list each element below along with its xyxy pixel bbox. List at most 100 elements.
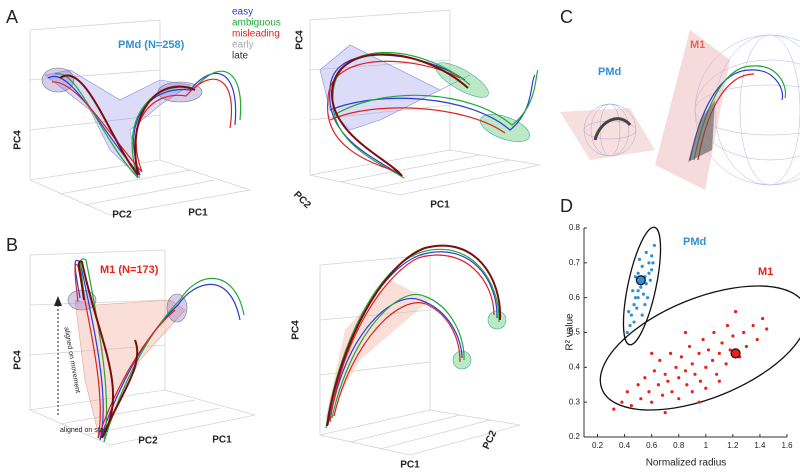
point bbox=[666, 379, 670, 383]
x-axis-label: Normalized radius bbox=[646, 458, 727, 469]
legend-entry: easy bbox=[232, 7, 253, 18]
trajectory bbox=[80, 258, 245, 443]
axis-label: PC1 bbox=[188, 208, 208, 219]
point bbox=[647, 261, 651, 265]
sphere-large bbox=[694, 34, 800, 186]
point bbox=[651, 261, 655, 265]
point bbox=[717, 351, 721, 355]
point bbox=[715, 372, 719, 376]
point bbox=[725, 323, 730, 328]
point bbox=[697, 351, 701, 355]
point bbox=[644, 250, 648, 254]
point bbox=[647, 271, 651, 275]
point bbox=[765, 327, 769, 331]
x-tick-label: 0.6 bbox=[646, 441, 658, 450]
cluster bbox=[479, 114, 531, 142]
x-tick-label: 1 bbox=[704, 441, 709, 450]
y-tick-label: 0.2 bbox=[569, 432, 581, 441]
point bbox=[755, 337, 759, 342]
axis-label: PC1 bbox=[400, 460, 420, 471]
y-tick-label: 0.6 bbox=[569, 293, 581, 302]
point bbox=[629, 313, 633, 317]
point bbox=[683, 330, 688, 335]
point bbox=[658, 358, 662, 362]
point bbox=[625, 330, 629, 335]
point bbox=[632, 303, 636, 307]
point bbox=[697, 400, 701, 404]
box-b-right bbox=[319, 254, 521, 456]
point bbox=[625, 390, 629, 394]
axis-label: PC1 bbox=[430, 200, 450, 211]
point bbox=[612, 407, 616, 411]
point bbox=[706, 348, 711, 352]
point bbox=[701, 337, 705, 342]
point bbox=[650, 400, 654, 404]
axis-label: PC1 bbox=[212, 435, 232, 446]
point bbox=[631, 289, 635, 293]
point bbox=[690, 390, 694, 394]
legend-entry: early bbox=[232, 40, 254, 51]
point bbox=[731, 334, 735, 338]
plane bbox=[655, 30, 730, 190]
point bbox=[633, 275, 638, 279]
panel-title: PMd (N=258) bbox=[118, 39, 185, 51]
axis-label: PC2 bbox=[481, 429, 499, 452]
legend-entry: ambiguous bbox=[232, 18, 281, 29]
point bbox=[648, 278, 652, 282]
trajectory bbox=[332, 52, 539, 179]
trajectory bbox=[327, 60, 506, 173]
legend-entry: misleading bbox=[232, 29, 280, 40]
point bbox=[751, 323, 755, 328]
point bbox=[639, 285, 643, 289]
sphere-label: PMd bbox=[598, 66, 621, 78]
point bbox=[636, 296, 640, 300]
highlight-point bbox=[635, 275, 646, 286]
point bbox=[635, 306, 639, 310]
point bbox=[656, 383, 661, 387]
panel-label: B bbox=[6, 235, 18, 255]
cluster-ellipse bbox=[599, 285, 800, 411]
legend-entry: late bbox=[232, 51, 249, 62]
trajectory bbox=[77, 260, 139, 439]
x-tick-label: 0.2 bbox=[592, 441, 604, 450]
point bbox=[644, 282, 648, 286]
point bbox=[761, 316, 765, 321]
point bbox=[636, 383, 640, 387]
hull bbox=[319, 44, 471, 131]
point bbox=[679, 355, 684, 359]
trajectory bbox=[54, 70, 242, 179]
point bbox=[652, 369, 656, 373]
point bbox=[647, 390, 651, 394]
point bbox=[710, 358, 715, 362]
box-a-left bbox=[29, 19, 251, 216]
series-label: PMd bbox=[683, 236, 706, 248]
trajectory bbox=[330, 53, 469, 177]
point bbox=[704, 365, 708, 369]
x-tick-label: 1.4 bbox=[754, 441, 766, 450]
hull bbox=[325, 280, 430, 420]
point bbox=[720, 341, 724, 345]
point bbox=[650, 254, 654, 258]
point bbox=[660, 393, 665, 397]
x-tick-label: 0.4 bbox=[619, 441, 631, 450]
y-tick-label: 0.5 bbox=[569, 328, 581, 337]
point bbox=[728, 348, 732, 352]
x-tick-label: 1.2 bbox=[727, 441, 739, 450]
point bbox=[640, 264, 644, 268]
point bbox=[627, 310, 631, 314]
y-tick-label: 0.4 bbox=[569, 362, 581, 371]
trajectory-bundle bbox=[593, 117, 632, 141]
axis-label: PC2 bbox=[291, 189, 313, 211]
point bbox=[643, 303, 647, 307]
annotation: aligned on movement bbox=[62, 326, 81, 393]
point bbox=[628, 323, 632, 328]
axis-label: PC2 bbox=[112, 210, 132, 221]
point bbox=[633, 296, 638, 300]
axis-label: PC4 bbox=[13, 350, 24, 370]
axis-label: PC4 bbox=[13, 130, 24, 150]
axis-label: PC2 bbox=[138, 436, 158, 447]
box-a-right bbox=[309, 9, 541, 196]
point bbox=[641, 292, 646, 296]
